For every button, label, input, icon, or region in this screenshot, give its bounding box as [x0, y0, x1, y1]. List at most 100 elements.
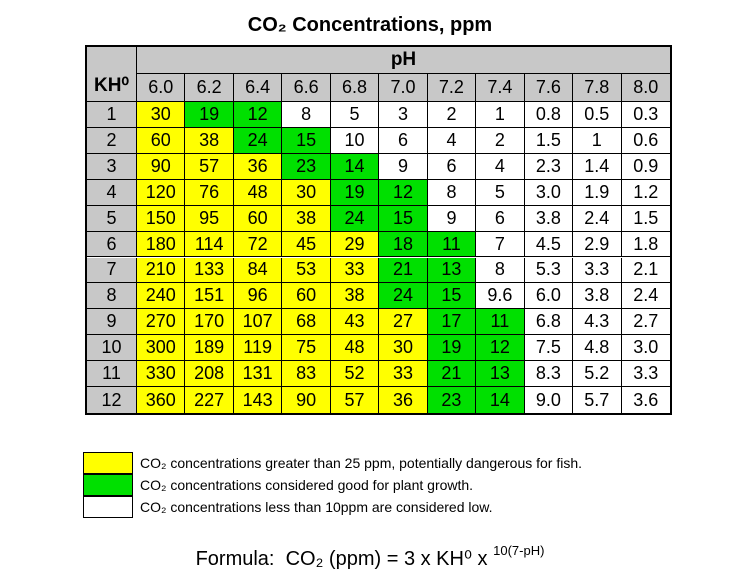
co2-cell: 17 — [427, 309, 477, 336]
co2-cell: 23 — [427, 387, 477, 413]
co2-cell: 18 — [379, 231, 428, 258]
kh-value: 5 — [87, 205, 137, 232]
co2-cell: 1.5 — [621, 205, 670, 232]
co2-cell: 2.4 — [621, 283, 670, 310]
co2-cell: 12 — [476, 335, 525, 362]
co2-cell: 76 — [185, 179, 234, 206]
co2-cell: 3.0 — [524, 179, 574, 206]
co2-cell: 19 — [330, 179, 380, 206]
ph-value: 7.4 — [476, 74, 525, 102]
co2-cell: 8.3 — [524, 361, 574, 388]
co2-cell: 24 — [233, 127, 283, 154]
ph-value: 6.6 — [282, 74, 331, 102]
co2-cell: 10 — [330, 127, 380, 154]
co2-cell: 15 — [282, 127, 331, 154]
co2-cell: 7 — [476, 231, 525, 258]
co2-cell: 96 — [233, 283, 283, 310]
legend-swatch — [83, 473, 133, 496]
kh-value: 4 — [87, 179, 137, 206]
co2-cell: 189 — [185, 335, 234, 362]
co2-cell: 57 — [185, 153, 234, 180]
co2-cell: 360 — [137, 387, 186, 413]
kh-value: 12 — [87, 387, 137, 413]
ph-value: 6.0 — [137, 74, 186, 102]
co2-cell: 0.9 — [621, 153, 670, 180]
legend-swatch — [83, 451, 133, 474]
co2-cell: 19 — [185, 102, 234, 128]
legend-item: CO₂ concentrations greater than 25 ppm, … — [83, 451, 583, 474]
co2-cell: 2 — [476, 127, 525, 154]
co2-cell: 13 — [476, 361, 525, 388]
formula-exponent: 10(7-pH) — [493, 543, 545, 558]
co2-cell: 83 — [282, 361, 331, 388]
co2-cell: 2.9 — [573, 231, 622, 258]
co2-cell: 5.3 — [524, 257, 574, 284]
co2-table: KH⁰ pH 6.0 6.2 6.4 6.6 6.8 7.0 7.2 7.4 7.6 7.8 8.0 1 3… — [85, 45, 672, 415]
co2-cell: 14 — [476, 387, 525, 413]
co2-cell: 6 — [476, 205, 525, 232]
co2-cell: 8 — [476, 257, 525, 284]
co2-cell: 45 — [282, 231, 331, 258]
co2-cell: 0.8 — [524, 102, 574, 128]
co2-cell: 57 — [330, 387, 380, 413]
kh-value: 10 — [87, 335, 137, 362]
co2-cell: 1.5 — [524, 127, 574, 154]
co2-cell: 9.0 — [524, 387, 574, 413]
co2-cell: 2 — [427, 102, 477, 128]
co2-cell: 24 — [379, 283, 428, 310]
co2-cell: 6 — [427, 153, 477, 180]
co2-cell: 38 — [330, 283, 380, 310]
co2-cell: 60 — [282, 283, 331, 310]
co2-cell: 90 — [282, 387, 331, 413]
co2-cell: 2.1 — [621, 257, 670, 284]
kh-value: 7 — [87, 257, 137, 284]
co2-cell: 4.8 — [573, 335, 622, 362]
ph-value: 7.8 — [573, 74, 622, 102]
co2-cell: 8 — [282, 102, 331, 128]
co2-cell: 14 — [330, 153, 380, 180]
legend-text: CO₂ concentrations greater than 25 ppm, … — [140, 455, 583, 471]
co2-cell: 151 — [185, 283, 234, 310]
co2-cell: 4.3 — [573, 309, 622, 336]
co2-cell: 0.5 — [573, 102, 622, 128]
co2-cell: 4 — [427, 127, 477, 154]
co2-cell: 53 — [282, 257, 331, 284]
co2-cell: 1.9 — [573, 179, 622, 206]
co2-cell: 1 — [476, 102, 525, 128]
co2-cell: 0.3 — [621, 102, 670, 128]
co2-cell: 3.3 — [573, 257, 622, 284]
co2-cell: 5 — [476, 179, 525, 206]
legend-swatch — [83, 495, 133, 518]
ph-value: 7.2 — [427, 74, 477, 102]
co2-cell: 3.8 — [524, 205, 574, 232]
co2-cell: 2.3 — [524, 153, 574, 180]
co2-cell: 33 — [379, 361, 428, 388]
kh-header: KH⁰ — [87, 47, 137, 102]
co2-cell: 3.3 — [621, 361, 670, 388]
co2-cell: 107 — [233, 309, 283, 336]
co2-cell: 150 — [137, 205, 186, 232]
co2-cell: 2.7 — [621, 309, 670, 336]
co2-cell: 5.2 — [573, 361, 622, 388]
co2-cell: 6 — [379, 127, 428, 154]
co2-cell: 27 — [379, 309, 428, 336]
co2-cell: 300 — [137, 335, 186, 362]
co2-cell: 90 — [137, 153, 186, 180]
co2-cell: 210 — [137, 257, 186, 284]
ph-value: 8.0 — [621, 74, 670, 102]
co2-cell: 133 — [185, 257, 234, 284]
co2-cell: 60 — [233, 205, 283, 232]
co2-cell: 21 — [379, 257, 428, 284]
co2-cell: 84 — [233, 257, 283, 284]
co2-cell: 270 — [137, 309, 186, 336]
co2-cell: 1.4 — [573, 153, 622, 180]
co2-cell: 3.6 — [621, 387, 670, 413]
formula: Formula: CO₂ (ppm) = 3 x KH⁰ x 10(7-pH) — [0, 543, 740, 571]
co2-cell: 330 — [137, 361, 186, 388]
ph-value: 7.6 — [524, 74, 574, 102]
co2-cell: 19 — [427, 335, 477, 362]
co2-cell: 208 — [185, 361, 234, 388]
co2-cell: 131 — [233, 361, 283, 388]
co2-cell: 227 — [185, 387, 234, 413]
co2-cell: 15 — [379, 205, 428, 232]
